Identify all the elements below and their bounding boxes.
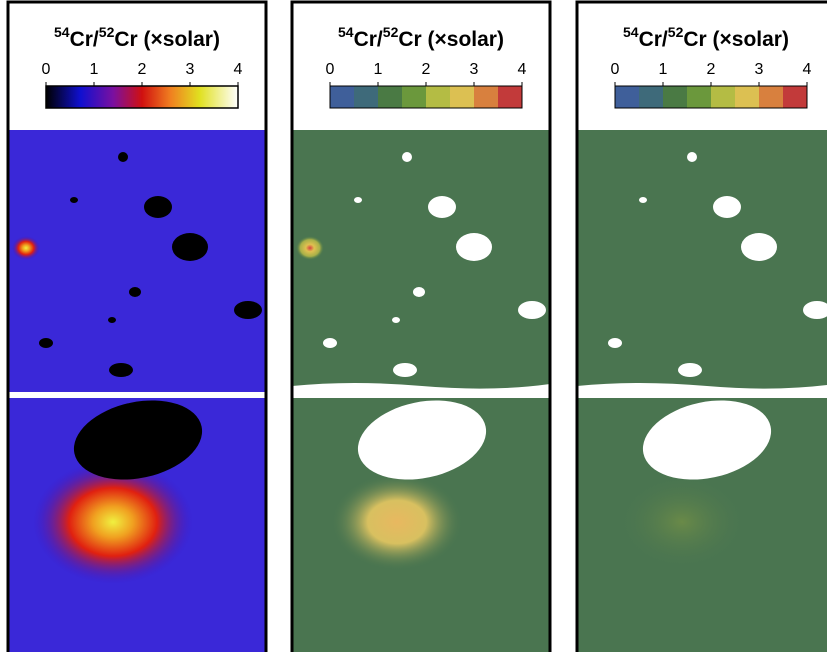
- hotspot-zoom: [617, 474, 747, 570]
- colorbar-tick-label: 3: [755, 61, 764, 78]
- mask-blob: [109, 363, 133, 377]
- colorbar-cell: [687, 86, 711, 108]
- mask-blob: [39, 338, 53, 348]
- mask-blob-zoom: [642, 400, 772, 480]
- mask-blob: [172, 233, 208, 261]
- colorbar-tick-label: 4: [803, 61, 812, 78]
- mask-blob: [70, 197, 78, 203]
- mask-blob: [392, 317, 400, 323]
- hotspot-zoom: [332, 474, 462, 570]
- colorbar-cell: [615, 86, 639, 108]
- colorbar-tick-label: 4: [518, 61, 527, 78]
- colorbar-tick-label: 4: [234, 61, 243, 78]
- colorbar-cell: [759, 86, 783, 108]
- mask-blob: [323, 338, 337, 348]
- colorbar-cell: [735, 86, 759, 108]
- title-text: Cr/: [354, 28, 383, 51]
- colorbar-cell: [378, 86, 402, 108]
- panel: 54Cr/52Cr (×solar)0 1 2 3 4: [575, 0, 827, 652]
- map-upper: [9, 130, 265, 392]
- mask-blob-zoom: [73, 400, 203, 480]
- title-text: Cr/: [639, 28, 668, 51]
- mask-strip: [577, 383, 827, 392]
- colorbar-tick-label: 1: [659, 61, 668, 78]
- hotspot: [12, 236, 40, 260]
- mask-blob: [456, 233, 492, 261]
- mask-blob: [741, 233, 777, 261]
- mask-blob: [639, 197, 647, 203]
- mask-blob: [393, 363, 417, 377]
- mask-blob: [402, 152, 412, 162]
- panel: 54Cr/52Cr (×solar)0 1 2 3 4: [6, 0, 268, 652]
- map-upper: [293, 130, 549, 392]
- isotope-mass: 52: [668, 24, 684, 40]
- colorbar-cell: [450, 86, 474, 108]
- title-text: Cr (×solar): [683, 28, 789, 51]
- mask-blob: [234, 301, 262, 319]
- panel-title: 54Cr/52Cr (×solar): [338, 24, 504, 51]
- colorbar-cell: [402, 86, 426, 108]
- mask-blob: [608, 338, 622, 348]
- colorbar-cell: [783, 86, 807, 108]
- colorbar-tick-label: 1: [374, 61, 383, 78]
- hotspot: [296, 236, 324, 260]
- map-upper: [578, 130, 827, 392]
- mask-blob: [678, 363, 702, 377]
- colorbar-tick-label: 0: [611, 61, 620, 78]
- colorbar-tick-label: 2: [138, 61, 147, 78]
- isotope-mass: 54: [54, 24, 70, 40]
- colorbar-cell: [498, 86, 522, 108]
- isotope-mass: 54: [623, 24, 639, 40]
- mask-blob: [413, 287, 425, 297]
- colorbar-cell: [426, 86, 450, 108]
- colorbar-cell: [474, 86, 498, 108]
- isotope-mass: 54: [338, 24, 354, 40]
- panel: 54Cr/52Cr (×solar)0 1 2 3 4: [290, 0, 552, 652]
- colorbar-cell: [639, 86, 663, 108]
- mask-blob: [118, 152, 128, 162]
- mask-strip: [292, 383, 550, 392]
- colorbar-tick-label: 0: [42, 61, 51, 78]
- colorbar-cell: [663, 86, 687, 108]
- mask-blob: [803, 301, 827, 319]
- panel-title: 54Cr/52Cr (×solar): [54, 24, 220, 51]
- colorbar-tick-label: 2: [707, 61, 716, 78]
- mask-blob: [518, 301, 546, 319]
- mask-blob: [428, 196, 456, 218]
- panel-border: [290, 0, 552, 652]
- mask-blob: [129, 287, 141, 297]
- isotope-mass: 52: [383, 24, 399, 40]
- panel-border: [6, 0, 268, 652]
- isotope-mass: 52: [99, 24, 115, 40]
- colorbar: [45, 85, 239, 109]
- colorbar-tick-label: 2: [422, 61, 431, 78]
- mask-blob: [687, 152, 697, 162]
- mask-blob: [144, 196, 172, 218]
- panel-title: 54Cr/52Cr (×solar): [623, 24, 789, 51]
- title-text: Cr (×solar): [398, 28, 504, 51]
- colorbar-cell: [711, 86, 735, 108]
- colorbar-cell: [330, 86, 354, 108]
- colorbar-tick-label: 3: [186, 61, 195, 78]
- colorbar-tick-label: 0: [326, 61, 335, 78]
- mask-blob: [108, 317, 116, 323]
- mask-blob-zoom: [357, 400, 487, 480]
- mask-blob: [713, 196, 741, 218]
- title-text: Cr/: [70, 28, 99, 51]
- panel-border: [575, 0, 827, 652]
- colorbar-tick-label: 3: [470, 61, 479, 78]
- hotspot-zoom: [33, 460, 193, 584]
- colorbar-cell: [354, 86, 378, 108]
- colorbar-tick-label: 1: [90, 61, 99, 78]
- title-text: Cr (×solar): [114, 28, 220, 51]
- mask-blob: [354, 197, 362, 203]
